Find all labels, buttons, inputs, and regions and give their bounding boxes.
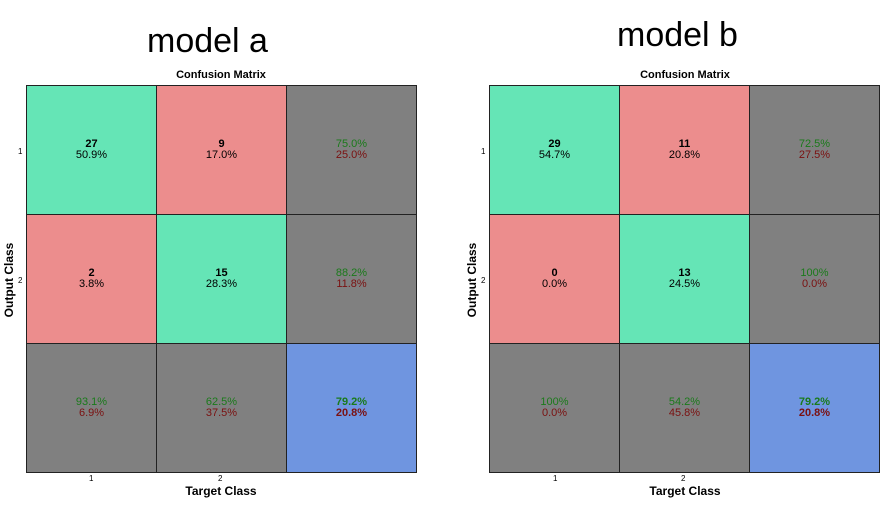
cell-value-secondary: 45.8% <box>668 407 701 419</box>
matrix-cell-overall: 79.2% 20.8% <box>749 343 880 473</box>
matrix-title: Confusion Matrix <box>176 69 266 81</box>
cell-value-secondary: 37.5% <box>205 407 238 419</box>
cell-value-primary: 79.2% <box>335 396 368 408</box>
x-tick-label: 2 <box>218 474 223 483</box>
matrix-cell-summary: 72.5% 27.5% <box>749 85 880 215</box>
cell-value-primary: 100% <box>540 396 569 408</box>
matrix-cell-incorrect: 0 0.0% <box>489 214 620 344</box>
cell-value-secondary: 20.8% <box>798 407 831 419</box>
matrix-cell-summary: 62.5% 37.5% <box>156 343 287 473</box>
panel-title: model b <box>617 16 738 54</box>
matrix-cell-summary: 93.1% 6.9% <box>26 343 157 473</box>
matrix-title: Confusion Matrix <box>640 69 730 81</box>
panel-title: model a <box>147 22 268 60</box>
matrix-cell-incorrect: 11 20.8% <box>619 85 750 215</box>
cell-value-primary: 27 <box>85 138 98 150</box>
x-axis-label: Target Class <box>185 484 257 498</box>
cell-value-primary: 72.5% <box>798 138 831 150</box>
cell-value-primary: 11 <box>678 138 691 150</box>
cell-value-primary: 15 <box>215 267 228 279</box>
matrix-cell-correct: 27 50.9% <box>26 85 157 215</box>
cell-value-primary: 54.2% <box>668 396 701 408</box>
cell-value-primary: 79.2% <box>798 396 831 408</box>
matrix-cell-summary: 100% 0.0% <box>489 343 620 473</box>
matrix-cell-incorrect: 9 17.0% <box>156 85 287 215</box>
matrix-cell-incorrect: 2 3.8% <box>26 214 157 344</box>
y-axis-label: Output Class <box>2 242 16 318</box>
confusion-matrix-grid: 27 50.9% 9 17.0% 75.0% 25.0% 2 3.8% 15 28.3% 88.2%… <box>26 85 417 473</box>
matrix-cell-summary: 100% 0.0% <box>749 214 880 344</box>
matrix-cell-summary: 54.2% 45.8% <box>619 343 750 473</box>
confusion-matrix-grid: 29 54.7% 11 20.8% 72.5% 27.5% 0 0.0% 13 24.5% 100%… <box>489 85 880 473</box>
cell-value-primary: 88.2% <box>335 267 368 279</box>
y-tick-label: 1 <box>18 147 23 156</box>
cell-value-secondary: 24.5% <box>668 278 701 290</box>
matrix-cell-correct: 13 24.5% <box>619 214 750 344</box>
cell-value-secondary: 0.0% <box>541 407 568 419</box>
cell-value-primary: 75.0% <box>335 138 368 150</box>
cell-value-secondary: 0.0% <box>541 278 568 290</box>
cell-value-primary: 2 <box>88 267 95 279</box>
x-axis-label: Target Class <box>649 484 721 498</box>
cell-value-secondary: 11.8% <box>336 278 367 290</box>
matrix-cell-correct: 29 54.7% <box>489 85 620 215</box>
y-tick-label: 1 <box>481 147 486 156</box>
cell-value-secondary: 20.8% <box>668 149 701 161</box>
cell-value-primary: 29 <box>548 138 561 150</box>
cell-value-secondary: 20.8% <box>335 407 368 419</box>
x-tick-label: 1 <box>553 474 558 483</box>
x-tick-label: 1 <box>89 474 94 483</box>
x-tick-label: 2 <box>681 474 686 483</box>
matrix-cell-summary: 88.2% 11.8% <box>286 214 417 344</box>
cell-value-primary: 0 <box>551 267 558 279</box>
y-axis-label: Output Class <box>465 242 479 318</box>
matrix-cell-correct: 15 28.3% <box>156 214 287 344</box>
cell-value-secondary: 0.0% <box>801 278 828 290</box>
y-tick-label: 2 <box>481 276 486 285</box>
cell-value-secondary: 28.3% <box>205 278 238 290</box>
cell-value-secondary: 27.5% <box>798 149 831 161</box>
matrix-cell-summary: 75.0% 25.0% <box>286 85 417 215</box>
cell-value-primary: 9 <box>218 138 225 150</box>
cell-value-primary: 62.5% <box>205 396 238 408</box>
cell-value-primary: 13 <box>678 267 691 279</box>
cell-value-secondary: 17.0% <box>205 149 238 161</box>
cell-value-secondary: 50.9% <box>75 149 108 161</box>
cell-value-secondary: 25.0% <box>335 149 368 161</box>
matrix-cell-overall: 79.2% 20.8% <box>286 343 417 473</box>
cell-value-secondary: 6.9% <box>78 407 105 419</box>
cell-value-primary: 100% <box>800 267 829 279</box>
cell-value-secondary: 3.8% <box>78 278 105 290</box>
cell-value-primary: 93.1% <box>75 396 108 408</box>
y-tick-label: 2 <box>18 276 23 285</box>
cell-value-secondary: 54.7% <box>538 149 571 161</box>
